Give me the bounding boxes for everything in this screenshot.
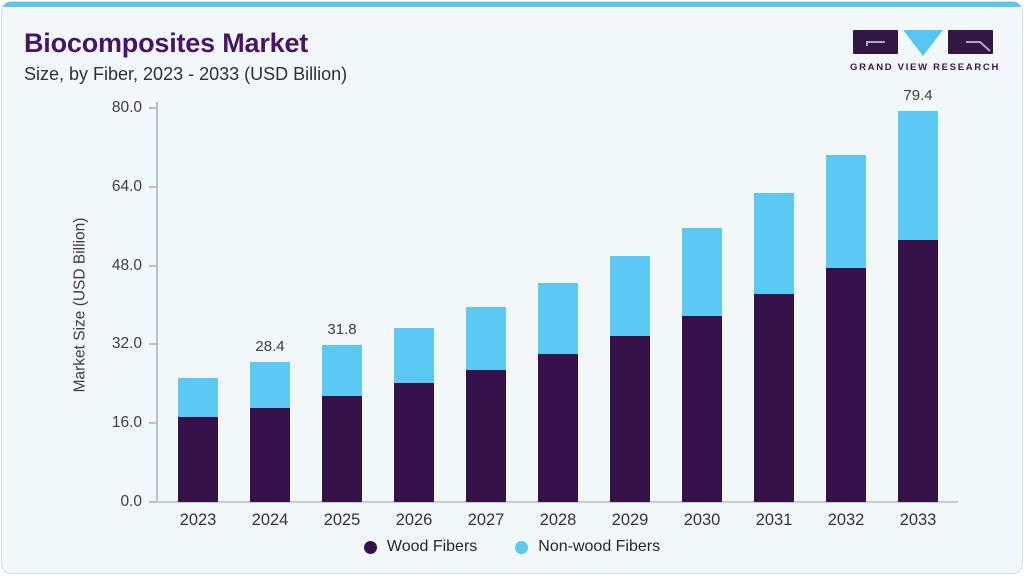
y-tick-mark bbox=[149, 501, 156, 503]
bar-segment-nonwood bbox=[250, 362, 290, 409]
bar-segment-wood bbox=[682, 315, 722, 502]
y-tick-label: 80.0 bbox=[111, 99, 142, 116]
bar-group-2028 bbox=[538, 283, 578, 502]
y-tick-mark bbox=[149, 422, 156, 425]
x-tick-label: 2026 bbox=[395, 511, 433, 529]
bar-group-2029 bbox=[610, 256, 650, 502]
bar-segment-nonwood bbox=[466, 306, 506, 370]
y-tick-mark bbox=[149, 185, 156, 188]
bar-segment-wood bbox=[394, 382, 434, 502]
bar-group-2032 bbox=[826, 154, 866, 502]
bar-group-2031 bbox=[754, 192, 794, 502]
bar-segment-wood bbox=[466, 369, 506, 502]
legend-dot-icon bbox=[515, 540, 529, 554]
bar-total-label: 28.4 bbox=[255, 338, 285, 356]
x-tick-label: 2031 bbox=[755, 511, 793, 529]
page-title: Biocomposites Market bbox=[24, 28, 309, 58]
bar-segment-wood bbox=[754, 293, 794, 502]
gvr-logo: GRAND VIEW RESEARCH bbox=[850, 30, 1001, 73]
x-tick-label: 2029 bbox=[611, 511, 649, 529]
bar-group-2030 bbox=[682, 227, 722, 502]
y-tick-label: 64.0 bbox=[111, 177, 142, 195]
bar-group-2025 bbox=[322, 345, 362, 502]
x-tick-label: 2025 bbox=[323, 511, 361, 529]
logo-v-icon bbox=[903, 30, 943, 56]
top-accent-bar bbox=[2, 2, 1022, 7]
y-axis-line bbox=[156, 102, 158, 502]
x-tick-label: 2028 bbox=[539, 511, 577, 529]
x-tick-label: 2023 bbox=[179, 511, 217, 529]
bar-segment-wood bbox=[898, 240, 938, 502]
bar-segment-nonwood bbox=[322, 345, 362, 396]
bar-segment-nonwood bbox=[394, 327, 434, 383]
bar-segment-nonwood bbox=[538, 283, 578, 354]
bar-total-label: 31.8 bbox=[327, 321, 357, 339]
plot-area: 0.0 16.0 32.0 48.0 64.0 80.0 2023 28.4 2024 31.8 2… bbox=[112, 87, 958, 529]
bar-segment-nonwood bbox=[610, 256, 650, 336]
bar-segment-nonwood bbox=[898, 110, 938, 241]
legend-item-wood: Wood Fibers bbox=[363, 538, 478, 556]
legend-dot-icon bbox=[363, 540, 377, 554]
y-tick-mark bbox=[149, 264, 156, 267]
legend-label: Wood Fibers bbox=[386, 538, 478, 555]
bar-segment-wood bbox=[322, 395, 362, 502]
x-axis-line bbox=[156, 501, 958, 503]
bar-segment-nonwood bbox=[754, 192, 794, 294]
y-tick-mark bbox=[149, 107, 156, 109]
logo-r-icon bbox=[948, 30, 993, 54]
legend-item-nonwood: Non-wood Fibers bbox=[515, 538, 660, 556]
gvr-logo-marks bbox=[850, 30, 996, 56]
bar-segment-wood bbox=[250, 408, 290, 502]
x-tick-label: 2027 bbox=[467, 511, 505, 529]
x-tick-label: 2033 bbox=[899, 511, 937, 529]
bar-group-2027 bbox=[466, 306, 506, 502]
y-tick-label: 0.0 bbox=[120, 493, 142, 510]
bar-group-2033 bbox=[898, 110, 938, 502]
bar-segment-nonwood bbox=[682, 227, 722, 316]
bar-segment-nonwood bbox=[826, 154, 866, 269]
bar-segment-wood bbox=[826, 268, 866, 502]
x-tick-label: 2024 bbox=[251, 511, 289, 529]
chart-header: Biocomposites Market Size, by Fiber, 202… bbox=[24, 28, 347, 85]
x-tick-label: 2030 bbox=[683, 511, 721, 529]
logo-g-icon bbox=[853, 30, 898, 54]
legend-label: Non-wood Fibers bbox=[538, 538, 661, 555]
bar-segment-wood bbox=[610, 335, 650, 502]
bar-group-2026 bbox=[394, 327, 434, 502]
y-tick-label: 16.0 bbox=[111, 414, 142, 432]
logo-brand-text: GRAND VIEW RESEARCH bbox=[850, 62, 1001, 73]
bar-total-label: 79.4 bbox=[903, 86, 933, 104]
y-tick-mark bbox=[149, 343, 156, 346]
y-axis-title: Market Size (USD Billion) bbox=[71, 217, 89, 393]
bar-group-2024 bbox=[250, 362, 290, 502]
bar-segment-wood bbox=[538, 353, 578, 502]
y-tick-label: 32.0 bbox=[111, 335, 142, 353]
bar-segment-nonwood bbox=[178, 378, 218, 418]
chart-legend: Wood Fibers Non-wood Fibers bbox=[2, 538, 1022, 556]
bar-group-2023 bbox=[178, 378, 218, 502]
page-subtitle: Size, by Fiber, 2023 - 2033 (USD Billion… bbox=[24, 64, 348, 84]
y-tick-label: 48.0 bbox=[111, 256, 142, 274]
x-tick-label: 2032 bbox=[827, 511, 865, 529]
bar-segment-wood bbox=[178, 417, 218, 502]
y-axis-title-box: Market Size (USD Billion) bbox=[64, 108, 96, 502]
